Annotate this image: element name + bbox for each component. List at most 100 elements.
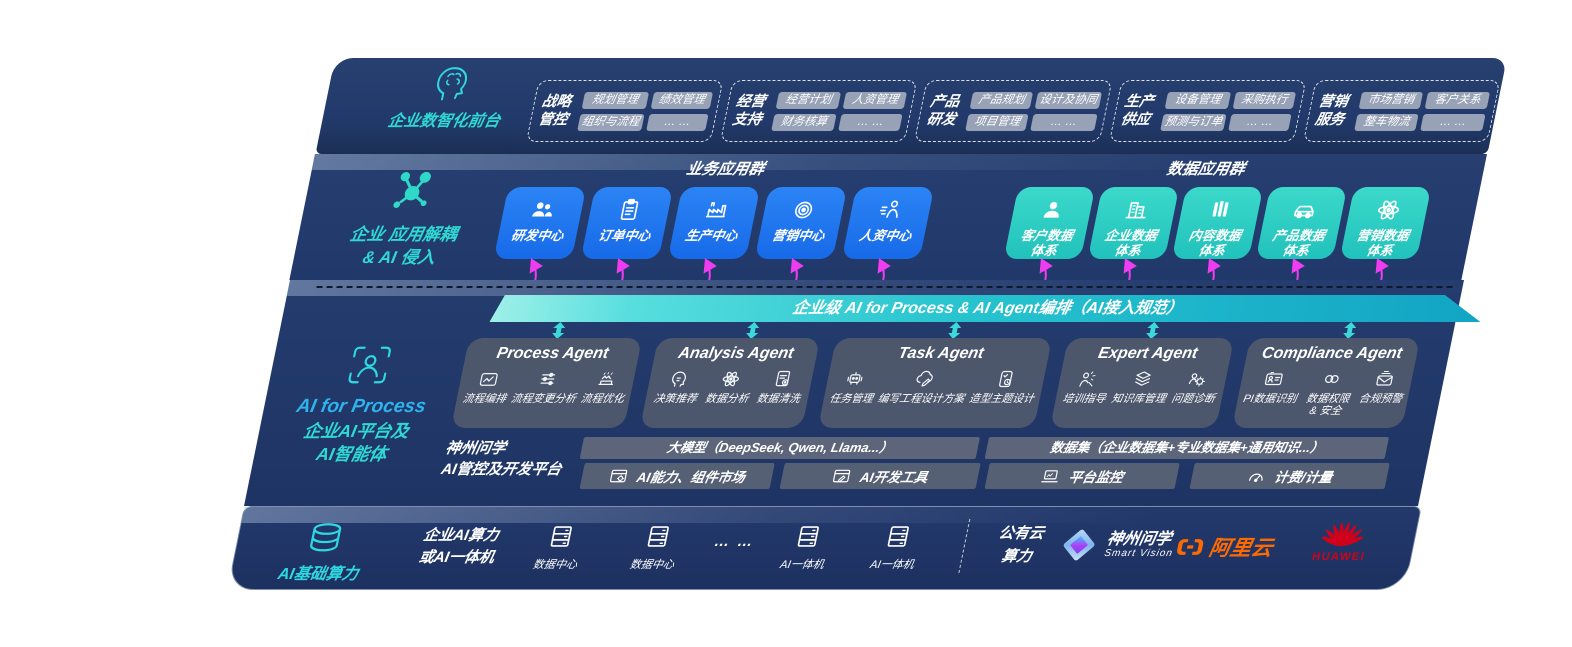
ai-process-title-en: AI for Process	[294, 396, 428, 417]
group-product-rd: 产品研发 产品规划 设计及协同 项目管理 … …	[914, 80, 1113, 142]
agent-item: 数据分析	[704, 369, 755, 405]
module-chip: 设备管理	[1164, 91, 1232, 109]
card-marketing-center: 营销中心	[754, 187, 848, 259]
node-ai-appliance: AI一体机	[856, 523, 936, 572]
agent-item: 编写工程设计方案	[876, 369, 970, 405]
card-order-center: 订单中心	[580, 187, 674, 259]
metering-box: 计费/计量	[1189, 463, 1390, 489]
expert-agent-box: Expert Agent 培训指导 知识库管理 问题诊断	[1050, 338, 1234, 428]
module-chip: 财务核算	[771, 113, 837, 131]
compliance-agent-box: Compliance Agent PI数据识别 数据权限 & 安全 合规预警	[1231, 338, 1421, 428]
clipboard-icon	[614, 197, 645, 223]
double-arrow-icon	[746, 322, 760, 339]
smartvision-diamond-icon	[1063, 529, 1095, 561]
separator-dashed-line	[316, 286, 1453, 288]
hr-icon	[875, 197, 906, 223]
agent-item: 流程编排	[461, 369, 512, 405]
module-chip: 项目管理	[965, 113, 1029, 131]
node-ellipsis: … …	[712, 533, 757, 550]
infra-band: AI基础算力 企业AI算力 或AI一体机 数据中心 数据中心 … … AI一体机…	[226, 506, 1422, 590]
building-icon	[1120, 197, 1151, 223]
server-icon	[642, 523, 674, 550]
design-board-icon	[994, 369, 1018, 389]
public-cloud-label: 公有云 算力	[997, 525, 1046, 565]
agent-item: 决策推荐	[652, 369, 703, 405]
ai-process-title-zh: 企业AI平台及 AI智能体	[301, 421, 411, 464]
doc-gear-icon	[770, 369, 794, 389]
business-group-title: 业务应用群	[684, 161, 766, 178]
aliyun-logo: 阿里云	[1174, 532, 1276, 562]
machine-icon	[594, 369, 618, 389]
smartvision-logo: 神州问学 Smart Vision	[1057, 527, 1178, 563]
flow-box-icon	[476, 369, 500, 389]
double-arrow-icon	[1146, 322, 1160, 339]
front-office-band: 企业数智化前台 战略管控 规划管理 绩效管理 组织与流程 … … 经营支持 经营…	[315, 58, 1508, 154]
target-icon	[788, 197, 819, 223]
module-chip: … …	[1420, 113, 1486, 131]
module-chip: … …	[1030, 113, 1098, 131]
group-name: 营销服务	[1313, 93, 1350, 128]
head-idea-icon	[667, 369, 691, 389]
huawei-flower-icon	[1320, 521, 1366, 547]
double-arrow-icon	[1343, 322, 1357, 339]
module-chip: … …	[1228, 113, 1292, 131]
server-icon	[545, 523, 577, 550]
front-office-groups: 战略管控 规划管理 绩效管理 组织与流程 … … 经营支持 经营计划 人资管理 …	[525, 80, 1501, 142]
analysis-agent-box: Analysis Agent 决策推荐 数据分析 数据清洗	[640, 338, 821, 428]
module-chip: 市场营销	[1358, 91, 1424, 109]
card-enterprise-data: 企业数据 体系	[1087, 187, 1180, 259]
enterprise-compute-label: 企业AI算力 或AI一体机	[417, 527, 501, 566]
agent-item: 数据权限 & 安全	[1298, 369, 1360, 418]
robot-icon	[843, 369, 867, 389]
card-marketing-data: 营销数据 体系	[1339, 187, 1432, 259]
model-bar: 大模型（DeepSeek, Qwen, Llama...）	[579, 437, 981, 459]
ai-process-header: AI for Process 企业AI平台及 AI智能体	[254, 342, 469, 466]
molecule-icon	[385, 168, 440, 214]
factory-icon	[701, 197, 732, 223]
gauge-icon	[1245, 467, 1268, 486]
card-customer-data: 客户数据 体系	[1003, 187, 1096, 259]
laptop-monitor-icon	[1039, 467, 1062, 486]
data-group-title: 数据应用群	[1165, 161, 1247, 178]
server-icon	[792, 523, 824, 550]
agent-item: 知识库管理	[1110, 369, 1171, 405]
module-chip: 规划管理	[581, 91, 649, 109]
car-icon	[1288, 197, 1319, 223]
agent-item: 流程变更分析	[510, 369, 582, 405]
agent-item: 数据清洗	[755, 369, 806, 405]
module-chip: 整车物流	[1354, 113, 1420, 131]
module-chip: 经营计划	[775, 91, 841, 109]
atom-icon	[719, 369, 743, 389]
front-office-title: 企业数智化前台	[386, 113, 502, 130]
data-cards: 客户数据 体系 企业数据 体系 内容数据 体系 产品数据 体系 营销数据 体系	[1003, 187, 1439, 259]
diagnose-icon	[1185, 369, 1209, 389]
group-name: 产品研发	[925, 93, 962, 128]
agent-item: 合规预警	[1355, 369, 1408, 418]
module-chip: 采购执行	[1232, 91, 1296, 109]
aliyun-bracket-icon	[1177, 539, 1204, 555]
window-gear-icon	[607, 467, 630, 486]
infra-header: AI基础算力	[246, 520, 399, 584]
module-chip: 设计及协同	[1034, 91, 1102, 109]
id-card-icon	[1262, 369, 1286, 389]
group-name: 经营支持	[730, 93, 767, 128]
card-hr-center: 人资中心	[841, 187, 935, 259]
group-production-supply: 生产供应 设备管理 采购执行 预测与订单 … …	[1108, 80, 1307, 142]
person-scan-icon	[342, 342, 397, 388]
agent-item: 造型主题设计	[968, 369, 1040, 405]
cloud-pen-icon	[913, 369, 937, 389]
training-icon	[1076, 369, 1100, 389]
node-datacenter: 数据中心	[519, 523, 599, 572]
monitoring-box: 平台监控	[984, 463, 1180, 489]
atom-icon	[1372, 197, 1403, 223]
books-icon	[1204, 197, 1235, 223]
agent-item: PI数据识别	[1239, 369, 1302, 418]
dev-tools-box: AI开发工具	[779, 463, 981, 489]
group-marketing-service: 营销服务 市场营销 客户关系 整车物流 … …	[1302, 80, 1501, 142]
front-office-header: 企业数智化前台	[362, 62, 536, 131]
infra-title: AI基础算力	[276, 566, 360, 583]
double-arrow-icon	[552, 322, 566, 339]
window-pen-icon	[830, 467, 853, 486]
agent-boxes: Process Agent 流程编排 流程变更分析 流程优化 Analysis …	[450, 338, 1421, 428]
business-cards: 研发中心 订单中心 生产中心 营销中心 人资中心	[493, 187, 944, 259]
